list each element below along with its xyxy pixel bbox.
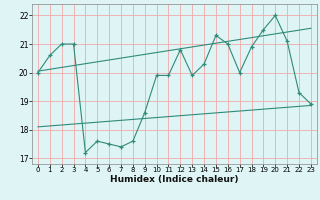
X-axis label: Humidex (Indice chaleur): Humidex (Indice chaleur)	[110, 175, 239, 184]
